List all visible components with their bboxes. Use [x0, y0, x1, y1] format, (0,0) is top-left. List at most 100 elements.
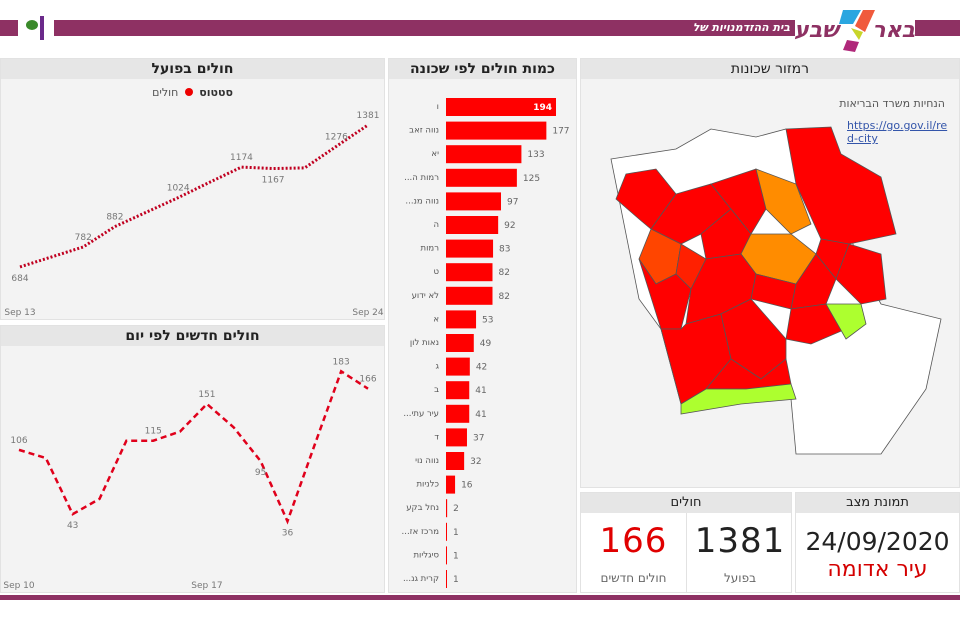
footer-band: [0, 595, 960, 600]
snapshot-date: 24/09/2020: [805, 527, 950, 556]
bar-category-label: ו: [437, 102, 439, 112]
bar: [446, 168, 517, 187]
bar-value-label: 1: [453, 551, 459, 561]
bar: [446, 570, 447, 588]
bar-value-label: 53: [482, 315, 493, 325]
municipal-logo: [24, 14, 48, 42]
data-label: 106: [10, 436, 27, 446]
bar: [446, 357, 470, 376]
bar: [446, 263, 493, 282]
bar: [446, 452, 465, 470]
map-region[interactable]: [680, 383, 797, 415]
bar-category-label: ...עיר עתי: [403, 409, 439, 419]
data-label: 166: [359, 375, 376, 385]
city-status: עיר אדומה: [827, 557, 928, 582]
series-line: [19, 123, 369, 269]
header-band: [54, 20, 854, 36]
bar-category-label: ...נווה מנ: [405, 196, 439, 206]
bar: [446, 334, 474, 352]
data-label: 1167: [262, 176, 285, 186]
bar-value-label: 32: [470, 457, 481, 467]
data-label: 183: [333, 357, 350, 367]
x-tick-label: Sep 17: [191, 581, 222, 591]
map-region[interactable]: [825, 303, 867, 340]
bar-value-label: 194: [533, 103, 552, 113]
bar: [446, 381, 470, 400]
neighborhoods-title: כמות חולים לפי שכונה: [389, 59, 576, 79]
data-label: 1174: [230, 153, 253, 163]
series-line: [18, 369, 369, 525]
legend: סטטוס חולים: [1, 86, 384, 99]
bar-value-label: 133: [527, 150, 544, 160]
patients-card: חולים 1381 בפועל 166 חולים חדשים: [580, 492, 792, 593]
bar-category-label: ט: [433, 267, 439, 277]
new-patients-label: חולים חדשים: [600, 571, 667, 585]
header-subtitle: בית ההזדמנויות של ישראל: [692, 21, 790, 50]
bar-category-label: רמות: [421, 244, 440, 254]
bar-value-label: 92: [504, 221, 515, 231]
bar: [446, 286, 493, 305]
map-title: רמזור שכונות: [581, 59, 959, 79]
bar-value-label: 177: [552, 127, 569, 137]
bar: [446, 404, 470, 423]
map-region[interactable]: [835, 243, 887, 305]
neighborhood-map: [610, 126, 942, 455]
data-label: 36: [282, 528, 294, 538]
bar-category-label: ד: [434, 432, 439, 442]
data-label: 1024: [167, 184, 190, 194]
data-label: 115: [145, 427, 162, 437]
bar-category-label: יא: [431, 149, 439, 159]
map-region[interactable]: [710, 168, 767, 235]
bar-category-label: ב: [434, 385, 439, 395]
bar: [446, 239, 494, 258]
bar: [446, 121, 547, 140]
bar: [446, 310, 477, 329]
legend-title: סטטוס: [199, 86, 233, 99]
map-panel: רמזור שכונות הנחיות משרד הבריאות https:/…: [580, 58, 960, 488]
bar-category-label: ...רמות ה: [404, 173, 439, 183]
x-tick-label: Sep 24: [352, 308, 384, 318]
data-label: 1276: [325, 132, 348, 142]
data-label: 684: [11, 274, 28, 284]
bar-category-label: סיגליות: [413, 550, 439, 560]
bar-value-label: 2: [453, 504, 459, 514]
bar-value-label: 125: [523, 174, 540, 184]
bar-category-label: ...קרית גנ: [403, 574, 439, 584]
neighborhood-bar-chart: ו 194 נווה זאב 177 יא 133 ...רמות ה 125 ...נווה …: [402, 98, 570, 588]
city-logo-text: באר שבע: [794, 18, 915, 43]
bar: [446, 216, 499, 234]
legend-dot-icon: [184, 88, 193, 96]
map-region[interactable]: [785, 303, 847, 345]
map-region[interactable]: [790, 253, 837, 310]
snapshot-card: תמונת מצב 24/09/2020 עיר אדומה: [795, 492, 960, 593]
bar-value-label: 82: [498, 292, 509, 302]
bar-value-label: 41: [475, 386, 486, 396]
data-label: 43: [67, 521, 78, 531]
bar: [446, 428, 467, 447]
legend-item: חולים: [152, 86, 179, 99]
bar: [446, 98, 556, 116]
guidance-link[interactable]: https://go.gov.il/red-city: [847, 119, 948, 145]
bar: [446, 145, 522, 164]
x-tick-label: Sep 13: [4, 308, 35, 318]
bar-value-label: 49: [480, 339, 492, 349]
city-logo-mark-icon: [839, 10, 875, 52]
bar-category-label: נאות לון: [410, 338, 439, 348]
daily-line-chart: 106 43 115 151 95 36 183 166 Sep 10 Sep 17: [3, 357, 376, 591]
bar: [446, 522, 447, 541]
bar-category-label: ...מרכז אז: [402, 527, 439, 537]
map-region[interactable]: [755, 168, 812, 235]
data-label: 882: [106, 213, 123, 223]
map-region[interactable]: [785, 126, 897, 245]
patients-title: חולים: [581, 493, 791, 513]
bar-category-label: לא ידוע: [412, 291, 440, 301]
bar: [446, 499, 448, 518]
daily-panel: חולים חדשים לפי יום 106 43 115 151 95 36 183 16…: [0, 325, 385, 593]
data-label: 782: [75, 233, 92, 243]
header-band-right: [915, 20, 960, 36]
bar-category-label: נווה זאב: [409, 126, 439, 136]
data-label: 95: [255, 468, 266, 478]
bar-value-label: 37: [473, 433, 484, 443]
bar-value-label: 1: [453, 575, 459, 585]
bar-category-label: ג: [435, 362, 439, 372]
